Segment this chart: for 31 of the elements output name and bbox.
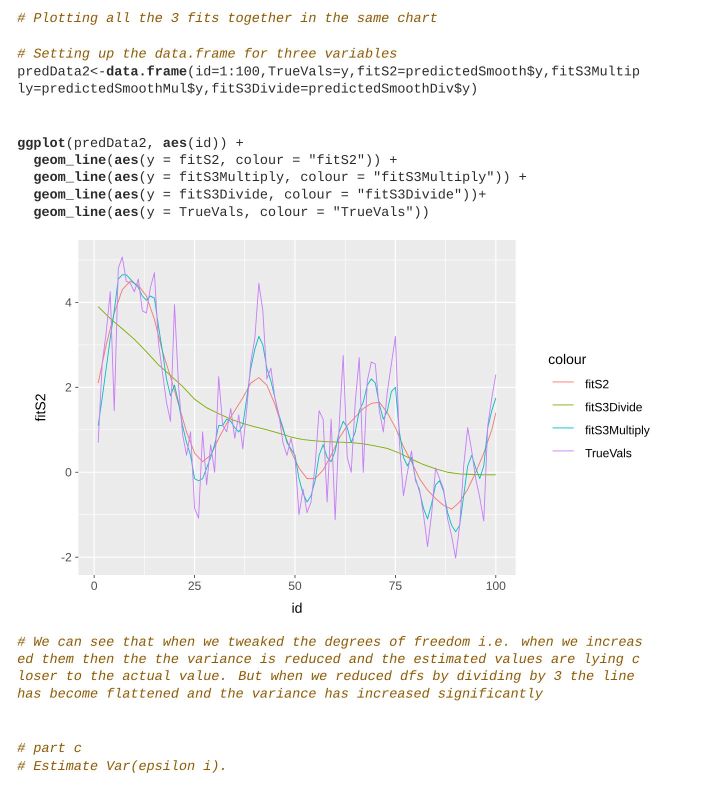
text: # We can see that when we tweaked the degrees of freedom i.e. when we increas bbox=[17, 636, 642, 649]
text: geom_line(aes(y = fitS2, colour = "fitS2")) + bbox=[34, 154, 397, 167]
x-tick-label: 75 bbox=[389, 582, 402, 590]
text: ed them then the the variance is reduced and the estimated values are lying c bbox=[18, 653, 640, 666]
y-tick-label: 4 bbox=[65, 298, 72, 307]
x-tick-label: 50 bbox=[288, 582, 302, 590]
text: predData2<-data.frame(id=1:100,TrueVals=y,fitS2=predictedSmooth$y,fitS3Multip bbox=[18, 65, 640, 78]
text: loser to the actual value. But when we reduced dfs by dividing by 3 the line bbox=[20, 670, 634, 683]
text: # Plotting all the 3 fits together in the same chart bbox=[17, 12, 437, 25]
legend-label: fitS3Multiply bbox=[585, 426, 650, 437]
text: ly=predictedSmoothMul$y,fitS3Divide=predictedSmoothDiv$y) bbox=[18, 82, 476, 96]
legend-title: colour bbox=[548, 354, 586, 364]
text: geom_line(aes(y = TrueVals, colour = "TrueVals")) bbox=[34, 206, 428, 219]
y-axis-title: fitS2 bbox=[35, 394, 46, 422]
y-tick-label: 2 bbox=[66, 383, 72, 392]
text: ggplot(predData2, aes(id)) + bbox=[18, 137, 243, 150]
legend-label: fitS2 bbox=[585, 380, 609, 388]
x-tick-label: 0 bbox=[91, 582, 98, 590]
text: geom_line(aes(y = fitS3Divide, colour = "fitS3Divide"))+ bbox=[34, 188, 486, 202]
x-tick-label: 100 bbox=[486, 582, 506, 590]
legend-label: TrueVals bbox=[585, 448, 632, 458]
text: # Estimate Var(epsilon i). bbox=[17, 760, 224, 773]
text: has become flattened and the variance has increased significantly bbox=[18, 688, 544, 700]
text: # part c bbox=[17, 743, 82, 755]
y-tick-label: 0 bbox=[66, 468, 72, 476]
text: geom_line(aes(y = fitS3Multiply, colour = "fitS3Multiply")) + bbox=[34, 171, 526, 184]
text: # Setting up the data.frame for three variables bbox=[17, 48, 396, 60]
x-axis-title: id bbox=[292, 602, 302, 613]
x-tick-label: 25 bbox=[188, 582, 201, 590]
legend-label: fitS3Divide bbox=[585, 402, 642, 412]
y-tick-label: -2 bbox=[62, 552, 72, 562]
